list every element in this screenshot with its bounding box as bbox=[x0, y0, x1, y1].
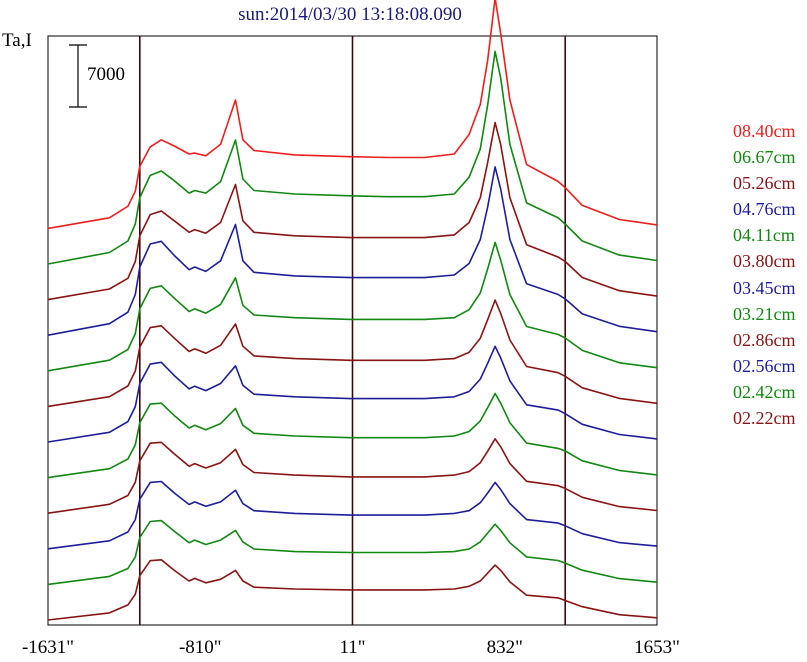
legend-entry: 03.45cm bbox=[733, 277, 796, 298]
series-line bbox=[47, 121, 658, 301]
legend-entry: 03.21cm bbox=[733, 303, 796, 324]
legend-entry: 02.56cm bbox=[733, 355, 796, 376]
legend-entry: 06.67cm bbox=[733, 147, 796, 168]
series-line bbox=[47, 50, 658, 265]
series-line bbox=[47, 437, 658, 514]
y-axis-label: Ta,I bbox=[2, 30, 32, 51]
legend: 08.40cm 06.67cm 05.26cm 04.76cm 04.11cm 03.80… bbox=[733, 118, 796, 431]
series-line bbox=[47, 558, 658, 621]
vertical-markers bbox=[138, 36, 567, 625]
x-tick-label: -1631" bbox=[21, 637, 75, 658]
legend-entry: 04.11cm bbox=[733, 225, 795, 246]
legend-entry: 02.22cm bbox=[733, 408, 796, 429]
legend-entry: 03.80cm bbox=[733, 251, 796, 272]
series-line bbox=[47, 345, 658, 443]
series-line bbox=[47, 519, 658, 586]
series-lines bbox=[47, 0, 658, 621]
legend-entry: 05.26cm bbox=[733, 173, 796, 194]
chart-title: sun:2014/03/30 13:18:08.090 bbox=[238, 4, 462, 25]
x-tick-label: 1653" bbox=[634, 637, 680, 658]
legend-entry: 02.42cm bbox=[733, 381, 796, 402]
series-line bbox=[47, 299, 658, 408]
scale-bar-label: 7000 bbox=[87, 64, 125, 85]
x-tick-label: 11" bbox=[339, 637, 366, 658]
series-line bbox=[47, 0, 658, 230]
x-tick-label: -810" bbox=[178, 637, 222, 658]
legend-entry: 08.40cm bbox=[733, 121, 796, 141]
series-line bbox=[47, 166, 658, 336]
series-line bbox=[47, 392, 658, 479]
series-line bbox=[47, 241, 658, 372]
series-line bbox=[47, 480, 658, 550]
legend-entry: 04.76cm bbox=[733, 199, 796, 220]
scale-bar bbox=[69, 44, 87, 108]
legend-entry: 02.86cm bbox=[733, 329, 796, 350]
x-tick-label: 832" bbox=[486, 637, 523, 658]
